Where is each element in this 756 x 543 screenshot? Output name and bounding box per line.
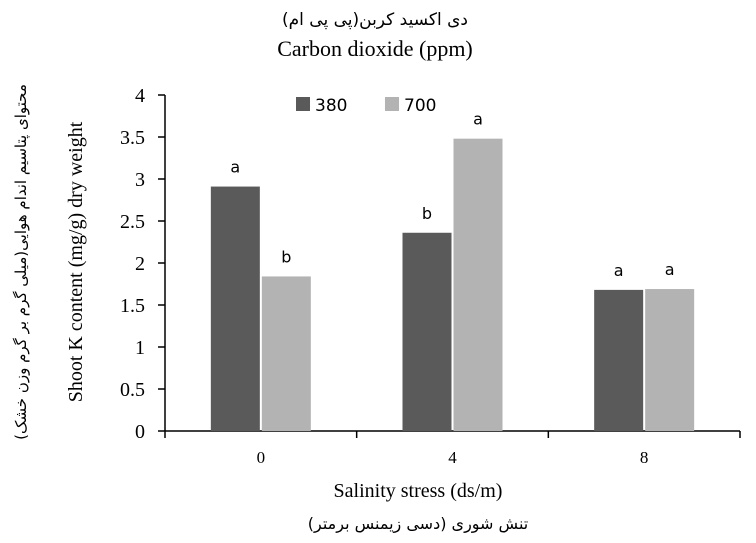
legend-swatch-380	[296, 97, 310, 111]
x-tick-label: 8	[640, 448, 649, 467]
x-axis-label: Salinity stress (ds/m)	[334, 480, 503, 502]
y-tick-label: 3.5	[120, 127, 145, 149]
chart-title: Carbon dioxide (ppm)	[277, 36, 473, 61]
x-tick-label: 4	[448, 448, 457, 467]
bar-380-4	[402, 232, 452, 431]
legend: 380 700	[296, 96, 436, 116]
x-axis-label-persian: تنش شوری (دسی زیمنس برمتر)	[308, 514, 528, 534]
y-tick-label: 2.5	[120, 211, 145, 233]
y-tick-label: 2	[135, 253, 145, 275]
bar-380-8	[594, 289, 644, 431]
y-tick-label: 1	[135, 337, 145, 359]
bar-700-0	[261, 276, 311, 431]
bar-significance-label: a	[614, 261, 624, 280]
legend-swatch-700	[385, 97, 399, 111]
y-axis-label: Shoot K content (mg/g) dry weight	[65, 121, 87, 402]
x-tick-label: 0	[257, 448, 266, 467]
y-tick-label: 0.5	[120, 379, 145, 401]
y-axis-label-persian: محتوای پتاسیم اندام هوایی(میلی گرم بر گر…	[12, 84, 31, 440]
bar-700-4	[453, 138, 503, 431]
y-tick-label: 3	[135, 169, 145, 191]
bar-380-0	[210, 186, 260, 431]
y-tick-label: 4	[135, 85, 145, 107]
legend-label-380: 380	[315, 96, 347, 116]
bar-significance-label: b	[422, 204, 432, 223]
chart-title-persian: دی اکسید کربن(پی پی ام)	[282, 10, 468, 30]
bar-700-8	[645, 289, 695, 431]
y-tick-label: 1.5	[120, 295, 145, 317]
bar-significance-label: a	[665, 260, 675, 279]
bar-significance-label: b	[281, 247, 291, 266]
plot-area: 0 0.5 1 1.5 2 2.5 3 3.5 4 0 4 8 a b a b a a	[120, 85, 741, 467]
legend-label-700: 700	[404, 96, 436, 116]
bar-significance-label: a	[473, 110, 483, 129]
y-tick-label: 0	[135, 421, 145, 443]
bar-significance-label: a	[230, 158, 240, 177]
